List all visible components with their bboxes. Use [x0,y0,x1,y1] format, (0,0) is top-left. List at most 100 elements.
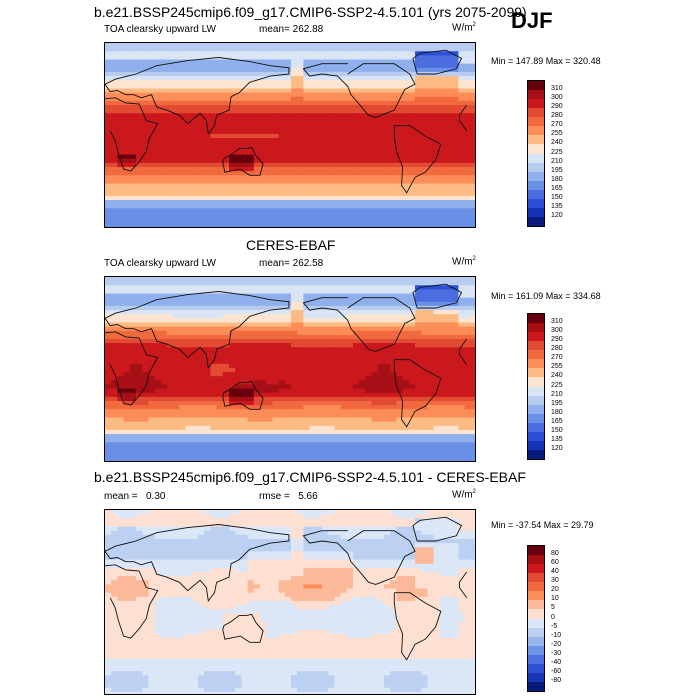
field-cell [266,171,273,176]
field-cell [328,425,335,431]
colorbar-box [528,117,544,127]
field-cell [229,171,236,176]
field-cell [253,171,261,176]
field-cell [179,129,187,135]
field-cell [272,359,280,365]
field-cell [377,359,385,365]
field-cell [421,142,428,147]
field-cell [179,96,187,102]
field-cell [229,359,236,365]
field-cell [148,334,156,340]
field-cell [297,80,304,85]
field-cell [185,285,193,290]
field-cell [216,96,224,102]
field-cell [408,138,416,143]
field-cell [142,113,149,118]
field-cell [297,117,304,123]
field-cell [291,429,298,435]
field-cell [136,71,143,77]
field-cell [241,384,249,390]
field-cell [260,388,267,394]
field-cell [384,187,391,193]
field-cell [272,330,280,336]
field-cell [322,117,329,123]
field-cell [148,121,156,127]
field-cell [129,339,137,344]
field-cell [111,208,118,214]
field-cell [204,175,211,180]
field-cell [303,322,311,328]
field-cell [384,150,391,156]
field-cell [470,162,475,168]
field-cell [210,334,218,340]
field-cell [148,212,156,218]
field-cell [216,133,224,139]
field-cell [402,413,410,419]
field-cell [359,138,366,143]
field-cell [439,88,447,94]
field-cell [446,326,453,332]
field-cell [210,220,218,226]
field-cell [390,376,397,381]
field-cell [272,183,280,189]
field-cell [260,372,267,377]
field-cell [253,105,261,110]
field-cell [446,179,453,185]
field-cell [365,314,373,319]
field-cell [303,289,311,295]
field-cell [204,293,211,299]
field-cell [415,88,422,94]
field-cell [452,67,459,73]
field-cell [291,142,298,147]
field-cell [284,392,292,398]
field-cell [167,305,174,311]
field-cell [123,318,131,324]
field-cell [402,183,410,189]
field-cell [154,150,162,156]
field-cell [390,200,397,205]
field-cell [198,92,205,98]
field-cell [210,330,218,336]
field-cell [365,224,373,227]
field-cell [173,187,180,193]
field-cell [167,162,174,168]
field-cell [408,100,416,106]
field-cell [353,150,360,156]
field-cell [297,318,304,324]
field-cell [340,154,348,160]
field-cell [427,425,435,431]
field-cell [334,88,342,94]
field-cell [278,289,286,295]
field-cell [408,142,416,147]
field-cell [167,409,174,414]
field-cell [129,417,137,423]
field-cell [247,204,255,209]
field-cell [408,133,416,139]
field-cell [272,171,280,176]
field-cell [334,347,342,352]
field-cell [117,301,125,307]
field-cell [377,396,385,402]
field-cell [384,162,391,168]
field-cell [216,388,224,394]
field-cell [167,171,174,176]
field-cell [340,167,348,172]
field-cell [136,88,143,94]
field-cell [216,47,224,52]
field-cell [291,113,298,118]
field-cell [284,384,292,390]
field-cell [359,125,366,131]
field-cell [266,224,273,227]
field-cell [210,392,218,398]
field-cell [346,326,354,332]
field-cell [309,43,317,48]
field-cell [167,289,174,295]
field-cell [222,281,230,286]
field-cell [247,388,255,394]
field-cell [160,80,168,85]
field-cell [148,158,156,164]
field-cell [160,372,168,377]
field-cell [346,310,354,315]
field-cell [291,401,298,406]
field-cell [297,224,304,227]
